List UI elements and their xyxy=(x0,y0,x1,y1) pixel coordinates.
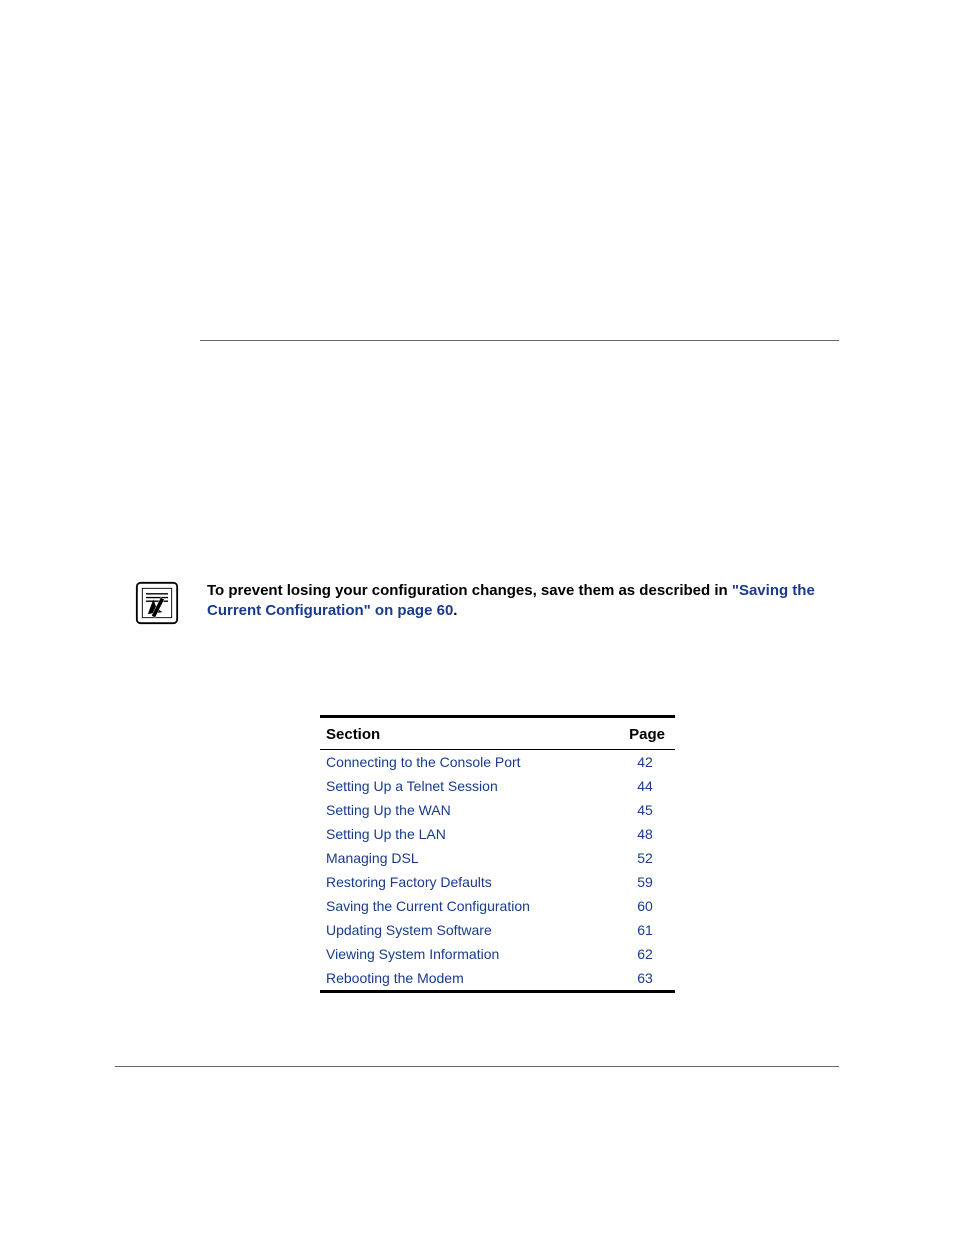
toc-page[interactable]: 62 xyxy=(615,942,675,966)
toc-table-wrap: Section Page Connecting to the Console P… xyxy=(320,715,675,993)
table-row: Viewing System Information62 xyxy=(320,942,675,966)
table-row: Updating System Software61 xyxy=(320,918,675,942)
toc-body: Connecting to the Console Port42 Setting… xyxy=(320,750,675,992)
toc-header-page: Page xyxy=(615,717,675,750)
table-row: Saving the Current Configuration60 xyxy=(320,894,675,918)
bottom-rule xyxy=(115,1066,839,1067)
toc-page[interactable]: 60 xyxy=(615,894,675,918)
toc-page[interactable]: 59 xyxy=(615,870,675,894)
toc-page[interactable]: 42 xyxy=(615,750,675,775)
toc-section[interactable]: Setting Up the LAN xyxy=(320,822,615,846)
note-suffix: . xyxy=(453,602,457,619)
table-row: Setting Up the WAN45 xyxy=(320,798,675,822)
toc-section[interactable]: Connecting to the Console Port xyxy=(320,750,615,775)
toc-table: Section Page Connecting to the Console P… xyxy=(320,715,675,993)
toc-section[interactable]: Rebooting the Modem xyxy=(320,966,615,992)
table-row: Setting Up a Telnet Session44 xyxy=(320,774,675,798)
toc-header-section: Section xyxy=(320,717,615,750)
note-prefix: To prevent losing your configuration cha… xyxy=(207,582,732,599)
toc-section[interactable]: Saving the Current Configuration xyxy=(320,894,615,918)
table-row: Managing DSL52 xyxy=(320,846,675,870)
toc-page[interactable]: 48 xyxy=(615,822,675,846)
table-row: Rebooting the Modem63 xyxy=(320,966,675,992)
toc-section[interactable]: Setting Up the WAN xyxy=(320,798,615,822)
note-text: To prevent losing your configuration cha… xyxy=(207,581,839,622)
table-row: Connecting to the Console Port42 xyxy=(320,750,675,775)
toc-page[interactable]: 61 xyxy=(615,918,675,942)
toc-section[interactable]: Viewing System Information xyxy=(320,942,615,966)
note-block: To prevent losing your configuration cha… xyxy=(135,581,839,625)
table-row: Restoring Factory Defaults59 xyxy=(320,870,675,894)
table-row: Setting Up the LAN48 xyxy=(320,822,675,846)
toc-page[interactable]: 44 xyxy=(615,774,675,798)
toc-section[interactable]: Updating System Software xyxy=(320,918,615,942)
toc-section[interactable]: Setting Up a Telnet Session xyxy=(320,774,615,798)
toc-page[interactable]: 52 xyxy=(615,846,675,870)
toc-page[interactable]: 45 xyxy=(615,798,675,822)
top-rule xyxy=(200,340,839,341)
note-icon xyxy=(135,581,179,625)
toc-page[interactable]: 63 xyxy=(615,966,675,992)
toc-section[interactable]: Restoring Factory Defaults xyxy=(320,870,615,894)
toc-section[interactable]: Managing DSL xyxy=(320,846,615,870)
